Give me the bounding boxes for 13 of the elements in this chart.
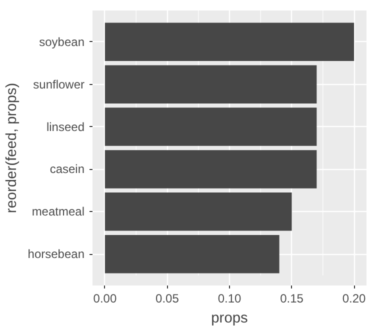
- y-tick-label: linseed: [46, 120, 85, 134]
- y-tick-label: sunflower: [33, 77, 85, 92]
- y-tick-label: soybean: [39, 34, 85, 49]
- y-tick-label: meatmeal: [32, 204, 84, 219]
- x-tick-label: 0.15: [280, 292, 304, 306]
- x-tick-label: 0.10: [218, 292, 242, 306]
- y-axis-title: reorder(feed, props): [4, 82, 20, 214]
- y-tick-label: horsebean: [28, 247, 85, 262]
- x-tick-label: 0.05: [156, 292, 180, 306]
- x-axis-title: props: [211, 310, 248, 326]
- y-tick-label: casein: [50, 162, 84, 176]
- x-tick-label: 0.20: [342, 292, 366, 306]
- x-tick-label: 0.00: [93, 292, 117, 306]
